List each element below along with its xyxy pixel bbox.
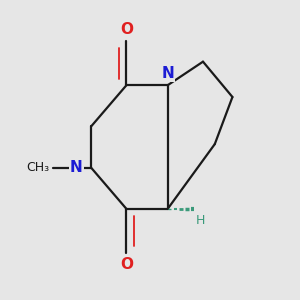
Text: CH₃: CH₃	[26, 161, 50, 174]
Text: O: O	[120, 257, 133, 272]
Text: O: O	[120, 22, 133, 37]
Text: H: H	[195, 214, 205, 227]
Text: N: N	[161, 66, 174, 81]
Text: N: N	[70, 160, 83, 175]
